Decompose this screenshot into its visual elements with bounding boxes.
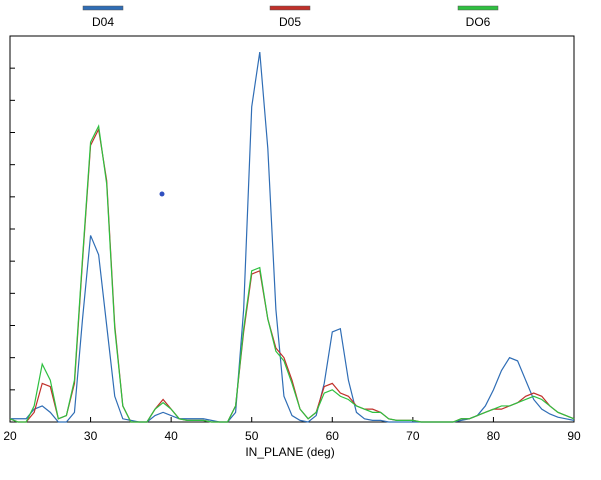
x-tick-label: 90 — [567, 429, 581, 443]
legend-label: DO6 — [466, 15, 491, 29]
legend-swatch — [82, 5, 124, 11]
plot-frame — [9, 35, 575, 423]
legend-label: D04 — [92, 15, 114, 29]
x-tick-label: 60 — [326, 429, 340, 443]
x-tick-label: 70 — [406, 429, 420, 443]
series-line — [9, 127, 575, 423]
legend-swatch — [269, 5, 311, 11]
legend-swatch — [457, 5, 499, 11]
series-line — [9, 124, 575, 423]
legend-label: D05 — [279, 15, 301, 29]
x-tick-label: 30 — [84, 429, 98, 443]
cursor-dot — [159, 191, 165, 197]
x-tick-label: 20 — [3, 429, 17, 443]
x-tick-label: 80 — [487, 429, 501, 443]
x-axis-label: IN_PLANE (deg) — [245, 445, 334, 459]
x-tick-label: 40 — [164, 429, 178, 443]
series-line — [10, 51, 575, 423]
x-tick-label: 50 — [245, 429, 259, 443]
